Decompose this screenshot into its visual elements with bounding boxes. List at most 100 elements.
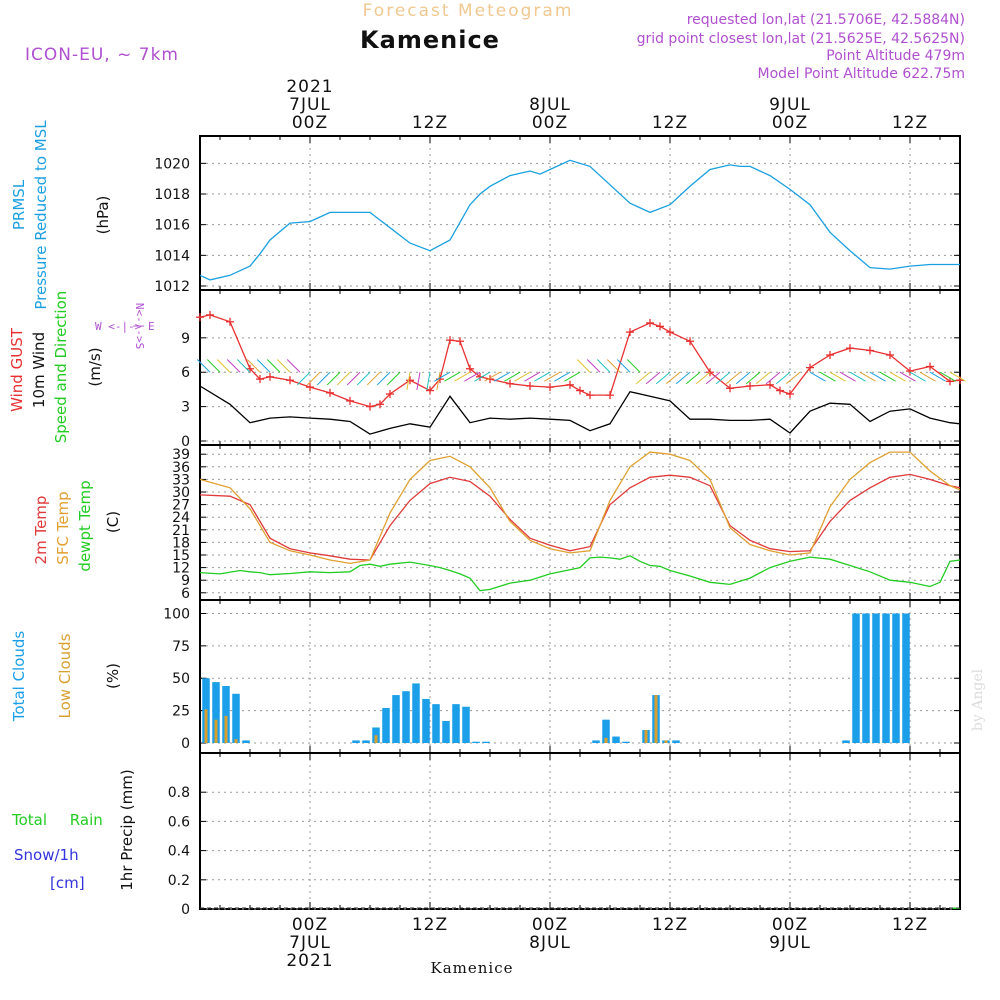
total-clouds-bar — [392, 695, 400, 743]
wind-arrow — [564, 371, 581, 382]
wind-arrow — [494, 371, 511, 382]
total-clouds-bar — [412, 683, 420, 743]
temperature-ytick-label: 9 — [181, 573, 190, 589]
total-clouds-bar — [892, 613, 900, 743]
wind-arrow — [775, 371, 791, 385]
temperature-ytick-label: 12 — [172, 561, 190, 577]
wind-arrow — [346, 371, 361, 386]
wind-arrow — [665, 371, 681, 385]
clouds-ytick-label: 100 — [163, 606, 190, 622]
wind-arrow — [645, 371, 661, 385]
wind-arrow — [426, 372, 431, 391]
top-hour: 12Z — [412, 113, 448, 133]
bottom-year: 2021 — [286, 951, 333, 971]
low-clouds-bar — [664, 740, 668, 743]
wind-arrow — [889, 371, 906, 382]
bottom-hour: 12Z — [412, 915, 448, 935]
wind-arrow — [416, 372, 421, 391]
title-top: Forecast Meteogram — [363, 1, 574, 21]
temperature-ytick-label: 27 — [172, 498, 190, 514]
precip-labels: Total Rain Snow/1h [cm] 1hr Precip (mm) — [11, 769, 136, 892]
total-clouds-bar — [442, 720, 450, 743]
wind-arrow — [326, 371, 341, 386]
footer-location: Kamenice — [431, 959, 514, 977]
wind-compass-we: W <-|-> E — [95, 320, 155, 333]
low-clouds-bar — [204, 709, 208, 743]
wind-arrow — [849, 371, 866, 382]
location-title: Kamenice — [360, 26, 500, 54]
pressure-unit-label: (hPa) — [94, 196, 112, 235]
total-clouds-bar — [852, 613, 860, 743]
wind-arrow — [266, 359, 281, 373]
wind-arrow — [236, 359, 251, 373]
temperature-ytick-label: 24 — [172, 510, 190, 526]
cloud-unit-label: (%) — [104, 663, 122, 689]
wind-arrow — [675, 371, 691, 385]
top-day: 9JUL — [769, 95, 811, 115]
total-clouds-bar — [842, 740, 850, 743]
precipitation-ytick-label: 0.4 — [168, 844, 190, 860]
wind-arrow — [276, 359, 291, 373]
wind-arrow — [809, 371, 826, 382]
sfc-temp-line — [199, 451, 961, 565]
wind-arrow — [196, 359, 211, 373]
wind-arrow — [246, 359, 261, 373]
wind-arrow — [765, 371, 781, 385]
total-clouds-bar — [452, 704, 460, 743]
top-hour: 00Z — [292, 113, 328, 133]
bottom-day: 9JUL — [769, 933, 811, 953]
wind-arrow — [745, 371, 761, 385]
wind-arrow — [819, 371, 836, 382]
temperature-ytick-label: 39 — [172, 447, 190, 463]
total-clouds-bar — [222, 686, 230, 743]
pressure-ytick-label: 1018 — [154, 187, 190, 203]
wind-arrow — [606, 359, 621, 373]
bottom-day: 8JUL — [529, 933, 571, 953]
bottom-hour: 12Z — [652, 915, 688, 935]
total-clouds-bar — [462, 706, 470, 743]
wind-arrow — [434, 371, 451, 382]
bottom-day: 7JUL — [289, 933, 331, 953]
wind-arrow — [286, 359, 301, 373]
wind-arrow — [829, 371, 846, 382]
total-clouds-bar — [672, 740, 680, 743]
bottom-hour: 00Z — [292, 915, 328, 935]
wind-arrow — [785, 371, 801, 385]
wind-arrow — [576, 359, 591, 373]
2m-temp-line — [199, 473, 961, 561]
wind-arrow — [464, 371, 481, 382]
top-hour: 12Z — [652, 113, 688, 133]
wind-arrow — [705, 371, 721, 385]
clouds-chart: 0 25 50 75 100 — [163, 606, 960, 752]
snow-unit-label: [cm] — [50, 874, 85, 892]
low-clouds-bar — [374, 735, 378, 743]
wind-arrow — [544, 371, 561, 382]
wind-arrow — [226, 359, 241, 373]
temp-unit-label: (C) — [104, 511, 122, 533]
wind-arrow — [484, 371, 501, 382]
wind-arrow — [386, 371, 401, 386]
wind-arrow — [626, 359, 641, 373]
total-clouds-bar — [592, 740, 600, 743]
wind-arrow — [256, 359, 271, 373]
top-hour: 12Z — [892, 113, 928, 133]
precipitation-ytick-label: 0.6 — [168, 814, 190, 830]
temperature-ytick-label: 33 — [172, 472, 190, 488]
wind-panel-frame — [199, 289, 961, 446]
wind-arrow — [635, 371, 651, 385]
temperature-ytick-label: 30 — [172, 485, 190, 501]
total-clouds-bar — [862, 613, 870, 743]
total-clouds-bar — [232, 693, 240, 743]
total-clouds-bar — [622, 741, 630, 743]
dewpt-temp-line — [199, 555, 961, 592]
wind-arrow — [715, 371, 731, 385]
wind-arrow — [859, 371, 876, 382]
wind-arrow — [939, 371, 956, 382]
wind-speed-dir-label: Speed and Direction — [52, 291, 70, 444]
wind-arrow — [685, 371, 701, 385]
temp-sfc-label: SFC Temp — [54, 491, 72, 564]
total-clouds-bar — [472, 741, 480, 743]
temperature-ytick-label: 36 — [172, 460, 190, 476]
